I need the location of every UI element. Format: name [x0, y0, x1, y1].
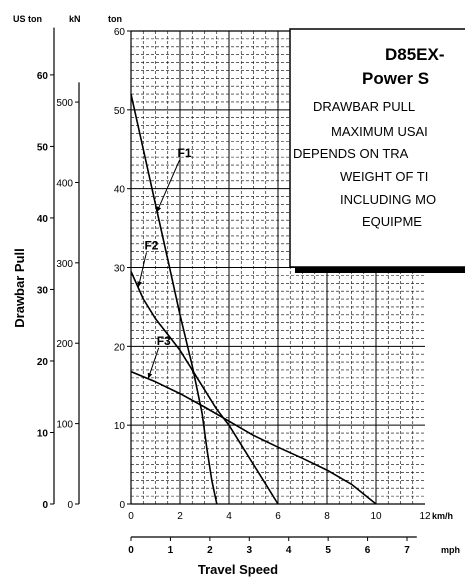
kn-tick-label: 300: [56, 259, 73, 270]
ton-tick-label: 0: [119, 500, 125, 511]
kn-tick-label: 500: [56, 98, 73, 109]
y-axis-title: Drawbar Pull: [12, 248, 27, 327]
mph-tick-label: 3: [247, 545, 253, 556]
mph-tick-label: 5: [325, 545, 331, 556]
curve-label-f1: F1: [178, 146, 192, 160]
info-box-panel: [289, 28, 465, 268]
kmh-tick-label: 4: [226, 511, 232, 522]
us-ton-tick-label: 50: [37, 142, 49, 153]
info-box-title: D85EX-: [385, 45, 445, 64]
us-ton-tick-label: 20: [37, 357, 49, 368]
series-line-f2: [130, 271, 279, 505]
curve-arrowhead-f3: [147, 372, 153, 379]
us-ton-tick-label: 0: [42, 500, 48, 511]
kmh-tick-label: 6: [275, 511, 281, 522]
kmh-tick-label: 2: [177, 511, 183, 522]
curve-arrowhead-f1: [156, 206, 162, 213]
curve-leader-f2: [137, 252, 147, 288]
curve-label-f3: F3: [157, 334, 171, 348]
ton-tick-label: 50: [114, 106, 126, 117]
kmh-tick-label: 0: [128, 511, 134, 522]
curve-leader-f1: [156, 159, 181, 213]
kn-tick-label: 0: [67, 500, 73, 511]
us-ton-tick-label: 10: [37, 428, 49, 439]
kn-tick-label: 400: [56, 178, 73, 189]
us-ton-tick-label: 40: [37, 214, 49, 225]
curve-arrowhead-f2: [137, 281, 142, 288]
info-box-subtitle: Power S: [362, 69, 429, 88]
ton-tick-label: 60: [114, 27, 126, 38]
chart-series: F1 F2 F3: [130, 93, 377, 505]
mph-tick-label: 1: [168, 545, 174, 556]
ton-tick-label: 10: [114, 421, 126, 432]
ton-tick-label: 20: [114, 342, 126, 353]
info-box-line-6: EQUIPME: [362, 214, 422, 229]
mph-tick-label: 6: [365, 545, 371, 556]
series-line-f1: [130, 93, 218, 505]
mph-tick-label: 4: [286, 545, 292, 556]
chart-axes: 0102030405060010020030040050001020304050…: [37, 27, 460, 556]
mph-unit-label: mph: [441, 545, 460, 555]
x-axis-title: Travel Speed: [198, 562, 278, 577]
us-ton-tick-label: 60: [37, 71, 49, 82]
ton-tick-label: 30: [114, 264, 126, 275]
info-box-line-2: MAXIMUM USAI: [331, 124, 428, 139]
kn-tick-label: 100: [56, 420, 73, 431]
info-box-line-4: WEIGHT OF TI: [340, 169, 428, 184]
curve-label-f2: F2: [144, 238, 158, 252]
info-box-line-5: INCLUDING MO: [340, 192, 436, 207]
ton-tick-label: 40: [114, 185, 126, 196]
kmh-unit-label: km/h: [432, 511, 453, 521]
unit-label-ton: ton: [108, 14, 122, 24]
mph-tick-label: 7: [404, 545, 410, 556]
series-line-f3: [130, 370, 377, 505]
kmh-tick-label: 8: [324, 511, 330, 522]
kn-tick-label: 200: [56, 339, 73, 350]
info-box-line-3: DEPENDS ON TRA: [293, 146, 409, 161]
info-box-line-1: DRAWBAR PULL: [313, 99, 415, 114]
kmh-tick-label: 10: [370, 511, 382, 522]
unit-label-us-ton: US ton: [13, 14, 42, 24]
mph-tick-label: 2: [207, 545, 213, 556]
info-box: D85EX- Power S DRAWBAR PULL MAXIMUM USAI…: [289, 28, 465, 273]
unit-label-kn: kN: [69, 14, 81, 24]
mph-tick-label: 0: [128, 545, 134, 556]
kmh-tick-label: 12: [419, 511, 431, 522]
us-ton-tick-label: 30: [37, 285, 49, 296]
